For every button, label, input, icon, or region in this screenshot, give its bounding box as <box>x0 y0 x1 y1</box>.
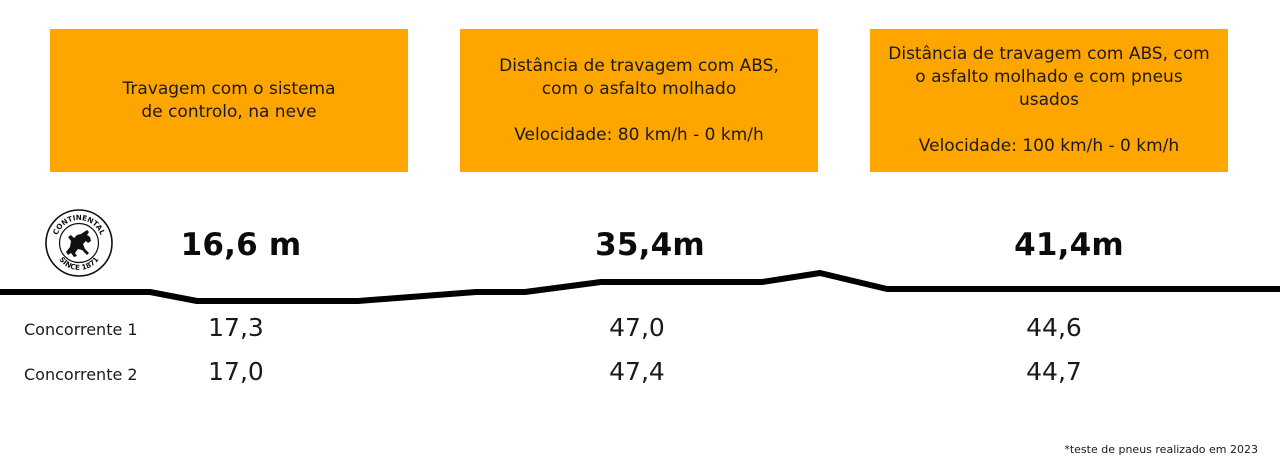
competitor-1-value: 44,6 <box>1026 313 1082 342</box>
logo-text-bottom: SINCE 1871 <box>57 255 100 272</box>
test-card-wet-100-worn: Distância de travagem com ABS, com o asf… <box>870 29 1228 172</box>
test-card-wet-80: Distância de travagem com ABS, com o asf… <box>460 29 818 172</box>
row-label-competitor-2: Concorrente 2 <box>24 365 138 384</box>
test-card-title: Distância de travagem com ABS, com o asf… <box>499 55 779 99</box>
rearing-horse-icon <box>66 230 91 257</box>
continental-value: 35,4m <box>595 227 705 263</box>
competitor-2-value: 47,4 <box>609 357 665 386</box>
row-label-competitor-1: Concorrente 1 <box>24 320 138 339</box>
continental-value: 41,4m <box>1014 227 1124 263</box>
test-card-title: Travagem com o sistema de controlo, na n… <box>122 78 336 122</box>
footnote: *teste de pneus realizado em 2023 <box>1064 443 1258 456</box>
competitor-1-value: 17,3 <box>208 313 264 342</box>
test-card-title: Distância de travagem com ABS, com o asf… <box>888 44 1210 110</box>
road-profile-line <box>0 270 1280 304</box>
competitor-2-value: 17,0 <box>208 357 264 386</box>
continental-logo: CONTINENTAL SINCE 1871 <box>45 209 113 277</box>
competitor-2-value: 44,7 <box>1026 357 1082 386</box>
competitor-1-value: 47,0 <box>609 313 665 342</box>
continental-value: 16,6 m <box>180 227 302 263</box>
test-card-speed: Velocidade: 100 km/h - 0 km/h <box>918 136 1180 156</box>
test-card-snow: Travagem com o sistema de controlo, na n… <box>50 29 408 172</box>
test-card-speed: Velocidade: 80 km/h - 0 km/h <box>514 124 764 145</box>
